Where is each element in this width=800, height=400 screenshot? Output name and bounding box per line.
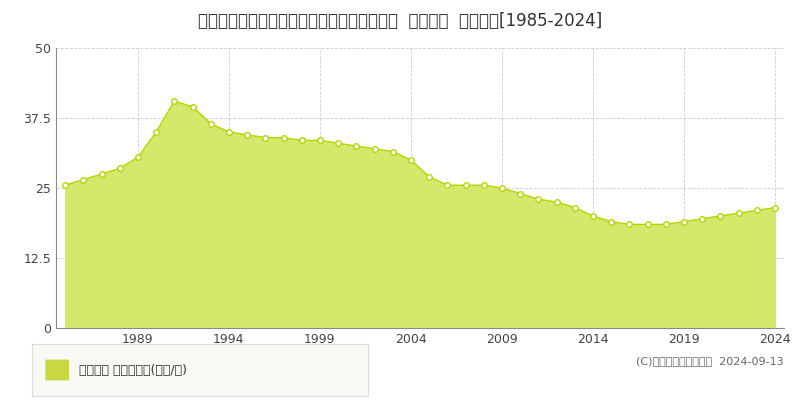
FancyBboxPatch shape <box>46 360 69 380</box>
Text: (C)土地価格ドットコム  2024-09-13: (C)土地価格ドットコム 2024-09-13 <box>636 356 784 366</box>
Text: 広島県広島市安佐南区緑井８丁目８４８番３  地価公示  地価推移[1985-2024]: 広島県広島市安佐南区緑井８丁目８４８番３ 地価公示 地価推移[1985-2024… <box>198 12 602 30</box>
Text: 地価公示 平均坪単価(万円/坪): 地価公示 平均坪単価(万円/坪) <box>79 364 187 376</box>
